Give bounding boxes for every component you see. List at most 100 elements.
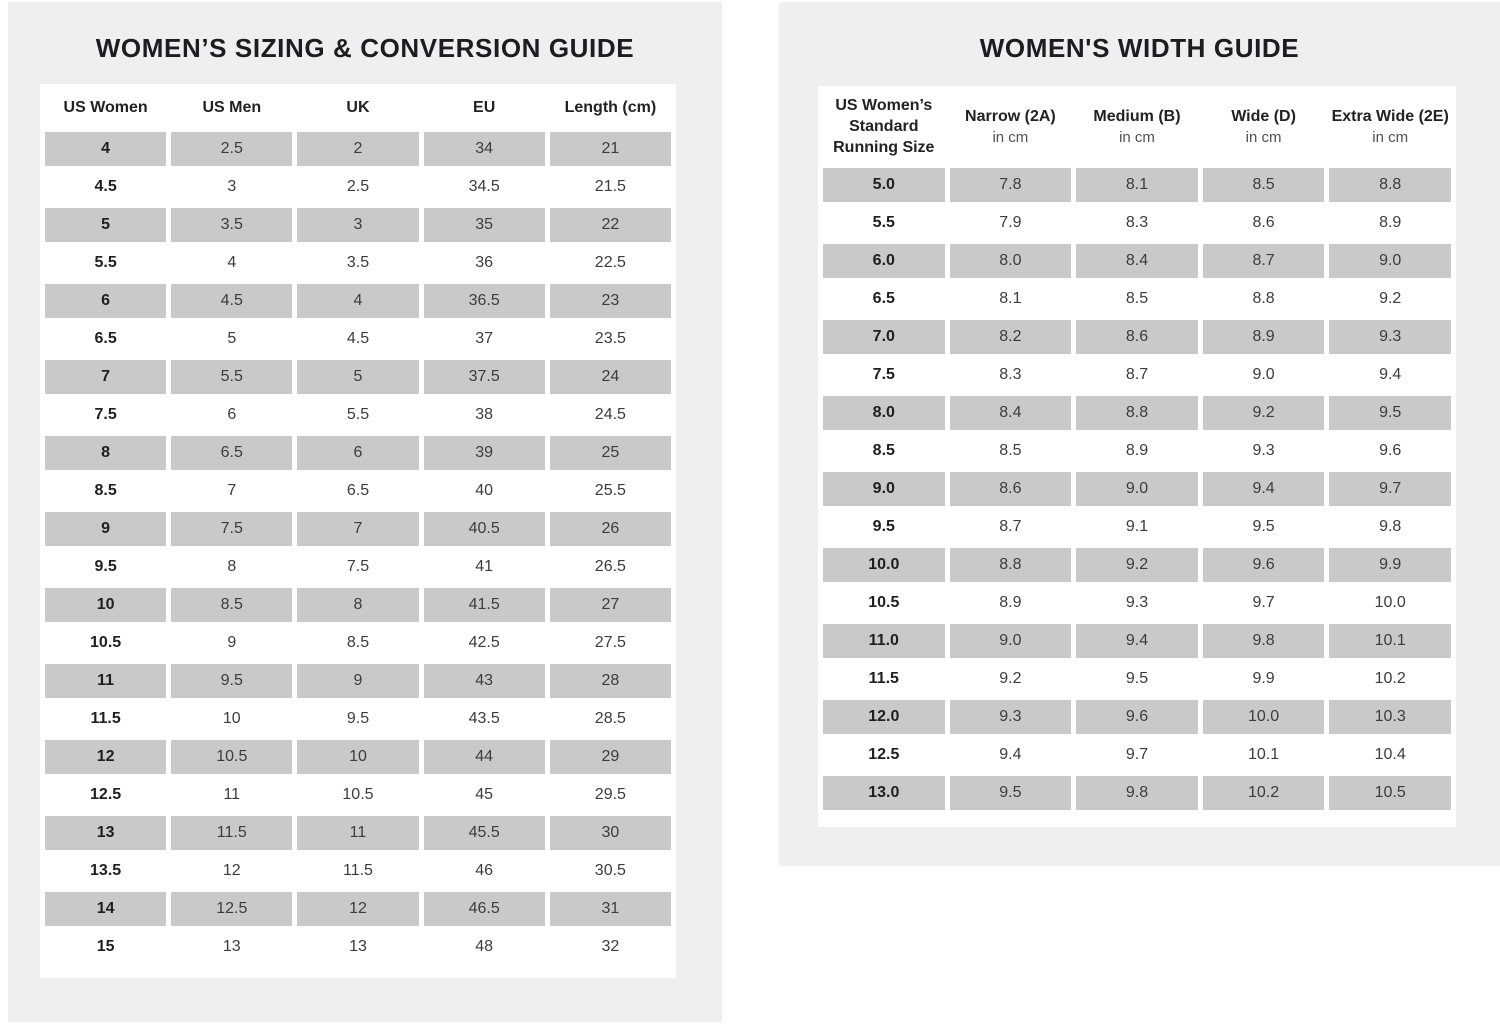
- sizing-guide-card: US Women US Men UK EU Length (cm) 4 2.5 2 34 21 4.…: [40, 84, 676, 978]
- table-cell: 12.5: [45, 777, 167, 812]
- table-cell: 9.5: [1076, 662, 1198, 697]
- table-row: 7.0 8.2 8.6 8.9 9.3: [823, 320, 1451, 355]
- table-cell: 12: [297, 891, 419, 926]
- table-cell: 8.7: [1076, 358, 1198, 393]
- table-cell: 8.5: [45, 473, 167, 508]
- sizing-conversion-table: US Women US Men UK EU Length (cm) 4 2.5 2 34 21 4.…: [40, 84, 676, 968]
- table-cell: 10.2: [1329, 662, 1451, 697]
- table-cell: 10.2: [1202, 776, 1325, 811]
- table-cell: 12.5: [171, 891, 293, 926]
- table-cell: 9.0: [1329, 244, 1451, 279]
- table-cell: 10.1: [1202, 738, 1325, 773]
- table-cell: 8: [297, 587, 419, 622]
- table-cell: 27: [549, 587, 671, 622]
- column-header: Extra Wide (2E) in cm: [1329, 90, 1451, 165]
- table-cell: 9.9: [1202, 662, 1325, 697]
- table-cell: 12.5: [823, 738, 945, 773]
- table-cell: 40: [423, 473, 545, 508]
- table-cell: 12: [171, 853, 293, 888]
- table-cell: 9.8: [1329, 510, 1451, 545]
- table-cell: 9.6: [1202, 548, 1325, 583]
- table-cell: 10.5: [297, 777, 419, 812]
- table-cell: 41.5: [423, 587, 545, 622]
- table-cell: 9.3: [1329, 320, 1451, 355]
- table-cell: 9.4: [1076, 624, 1198, 659]
- table-cell: 11.5: [297, 853, 419, 888]
- table-cell: 9: [171, 625, 293, 660]
- table-cell: 8.8: [1076, 396, 1198, 431]
- table-row: 9.0 8.6 9.0 9.4 9.7: [823, 472, 1451, 507]
- table-cell: 9.1: [1076, 510, 1198, 545]
- table-row: 11.5 10 9.5 43.5 28.5: [45, 701, 671, 736]
- table-cell: 13: [45, 815, 167, 850]
- table-cell: 10.3: [1329, 700, 1451, 735]
- table-cell: 37: [423, 321, 545, 356]
- table-row: 14 12.5 12 46.5 31: [45, 891, 671, 926]
- table-cell: 10.0: [823, 548, 945, 583]
- table-cell: 8.8: [1202, 282, 1325, 317]
- table-cell: 23: [549, 283, 671, 318]
- table-cell: 34: [423, 131, 545, 166]
- table-cell: 10.0: [1329, 586, 1451, 621]
- table-cell: 15: [45, 929, 167, 964]
- table-cell: 27.5: [549, 625, 671, 660]
- table-cell: 11.5: [171, 815, 293, 850]
- table-cell: 9.3: [1202, 434, 1325, 469]
- column-header: EU: [423, 88, 545, 128]
- table-cell: 6.5: [45, 321, 167, 356]
- table-cell: 9.9: [1329, 548, 1451, 583]
- column-header: US Men: [171, 88, 293, 128]
- table-cell: 8: [45, 435, 167, 470]
- column-header: Medium (B) in cm: [1076, 90, 1198, 165]
- table-row: 9 7.5 7 40.5 26: [45, 511, 671, 546]
- table-cell: 13.0: [823, 776, 945, 811]
- table-cell: 6.5: [297, 473, 419, 508]
- table-cell: 8.1: [949, 282, 1072, 317]
- table-cell: 5.0: [823, 168, 945, 203]
- table-cell: 9: [297, 663, 419, 698]
- table-cell: 32: [549, 929, 671, 964]
- table-row: 10.0 8.8 9.2 9.6 9.9: [823, 548, 1451, 583]
- table-cell: 31: [549, 891, 671, 926]
- table-cell: 8.5: [1202, 168, 1325, 203]
- table-cell: 9.5: [1202, 510, 1325, 545]
- table-row: 6.0 8.0 8.4 8.7 9.0: [823, 244, 1451, 279]
- table-cell: 8.9: [1329, 206, 1451, 241]
- table-cell: 8.5: [823, 434, 945, 469]
- table-row: 10.5 9 8.5 42.5 27.5: [45, 625, 671, 660]
- table-cell: 8.0: [949, 244, 1072, 279]
- table-cell: 5.5: [823, 206, 945, 241]
- table-cell: 36.5: [423, 283, 545, 318]
- table-row: 5.5 7.9 8.3 8.6 8.9: [823, 206, 1451, 241]
- table-cell: 22: [549, 207, 671, 242]
- table-row: 13.5 12 11.5 46 30.5: [45, 853, 671, 888]
- table-row: 10.5 8.9 9.3 9.7 10.0: [823, 586, 1451, 621]
- table-cell: 9.5: [949, 776, 1072, 811]
- width-guide-table: US Women’s Standard Running Size Narrow (…: [818, 86, 1456, 814]
- table-cell: 13.5: [45, 853, 167, 888]
- table-row: 7.5 8.3 8.7 9.0 9.4: [823, 358, 1451, 393]
- table-cell: 9.0: [949, 624, 1072, 659]
- table-cell: 40.5: [423, 511, 545, 546]
- sizing-guide-panel: WOMEN’S SIZING & CONVERSION GUIDE US Wom…: [8, 2, 722, 1022]
- table-row: 12.0 9.3 9.6 10.0 10.3: [823, 700, 1451, 735]
- table-cell: 28.5: [549, 701, 671, 736]
- table-cell: 24: [549, 359, 671, 394]
- sizing-guide-title: WOMEN’S SIZING & CONVERSION GUIDE: [95, 33, 635, 63]
- table-cell: 25.5: [549, 473, 671, 508]
- table-cell: 45.5: [423, 815, 545, 850]
- table-cell: 6: [171, 397, 293, 432]
- table-cell: 45: [423, 777, 545, 812]
- table-row: 12.5 11 10.5 45 29.5: [45, 777, 671, 812]
- column-header-label: UK: [346, 99, 370, 116]
- table-row: 7.5 6 5.5 38 24.5: [45, 397, 671, 432]
- table-row: 11.0 9.0 9.4 9.8 10.1: [823, 624, 1451, 659]
- table-cell: 13: [297, 929, 419, 964]
- table-cell: 6: [45, 283, 167, 318]
- table-cell: 9.2: [1329, 282, 1451, 317]
- table-row: 13.0 9.5 9.8 10.2 10.5: [823, 776, 1451, 811]
- table-cell: 46.5: [423, 891, 545, 926]
- table-cell: 5: [171, 321, 293, 356]
- table-cell: 2.5: [171, 131, 293, 166]
- table-cell: 22.5: [549, 245, 671, 280]
